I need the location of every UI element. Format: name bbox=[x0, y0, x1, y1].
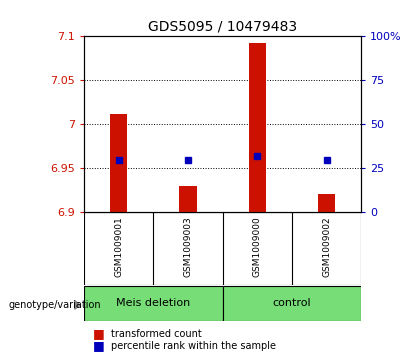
Text: GDS5095 / 10479483: GDS5095 / 10479483 bbox=[148, 20, 297, 34]
Bar bbox=[249, 43, 266, 212]
Bar bbox=[223, 286, 361, 321]
Text: ■: ■ bbox=[92, 327, 104, 340]
Text: control: control bbox=[273, 298, 311, 308]
Polygon shape bbox=[75, 301, 80, 309]
Text: genotype/variation: genotype/variation bbox=[8, 300, 101, 310]
Text: ■: ■ bbox=[92, 339, 104, 352]
Text: transformed count: transformed count bbox=[111, 329, 202, 339]
Text: GSM1009003: GSM1009003 bbox=[184, 216, 192, 277]
Text: Meis deletion: Meis deletion bbox=[116, 298, 190, 308]
Bar bbox=[110, 114, 127, 212]
Text: GSM1009001: GSM1009001 bbox=[114, 216, 123, 277]
Text: percentile rank within the sample: percentile rank within the sample bbox=[111, 341, 276, 351]
Text: GSM1009002: GSM1009002 bbox=[322, 216, 331, 277]
Bar bbox=[179, 186, 197, 212]
Bar bbox=[318, 194, 335, 212]
Bar bbox=[84, 286, 223, 321]
Text: GSM1009000: GSM1009000 bbox=[253, 216, 262, 277]
